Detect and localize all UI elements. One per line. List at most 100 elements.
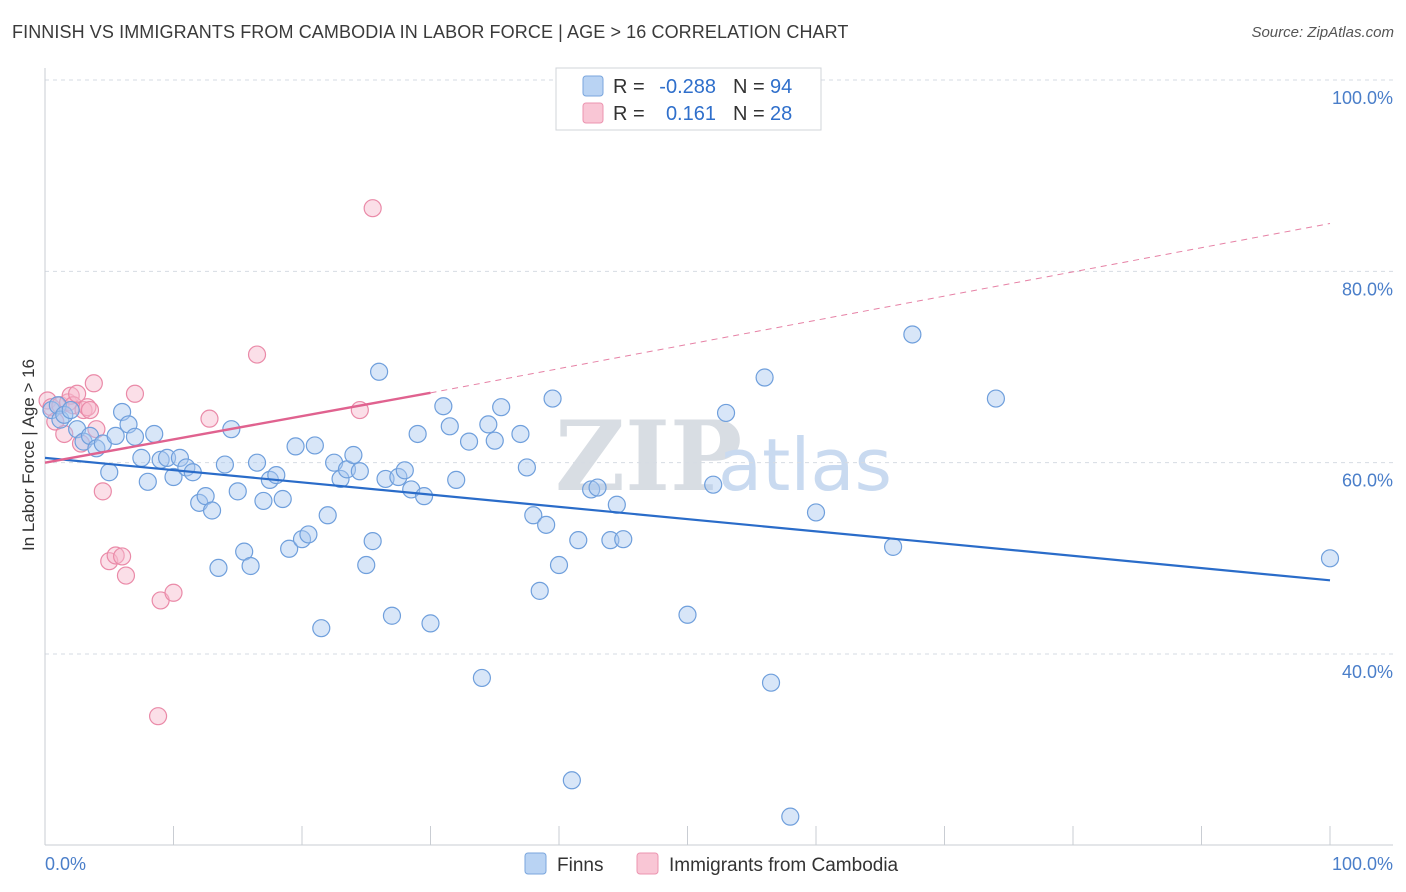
finns-point-11 xyxy=(106,426,125,445)
legend-r-label-finns: R = xyxy=(613,76,645,98)
finns-point-92 xyxy=(986,389,1006,408)
cambodia-point-23 xyxy=(164,583,183,602)
finns-point-65 xyxy=(472,668,491,688)
finns-point-80 xyxy=(601,531,620,550)
x-tick-label-0: 0.0% xyxy=(45,854,86,874)
cambodia-point-19 xyxy=(116,566,136,585)
finns-point-77 xyxy=(569,531,588,550)
watermark-atlas: atlas xyxy=(718,423,892,507)
trend-lines xyxy=(44,223,1331,582)
finns-point-90 xyxy=(883,537,903,556)
cambodia-trend-line xyxy=(44,391,431,464)
finns-point-58 xyxy=(408,424,427,444)
finns-point-43 xyxy=(312,619,331,638)
finns-point-76 xyxy=(562,771,581,790)
y-tick-label-3: 40.0% xyxy=(1342,662,1393,682)
finns-point-28 xyxy=(215,455,234,474)
finns-point-73 xyxy=(537,515,556,534)
series-legend-label-cambodia: Immigrants from Cambodia xyxy=(669,855,899,876)
finns-point-83 xyxy=(678,605,697,624)
finns-point-62 xyxy=(440,417,459,436)
x-tick-label-1: 100.0% xyxy=(1332,854,1393,874)
cambodia-point-25 xyxy=(247,345,267,364)
finns-point-30 xyxy=(228,482,247,501)
finns-point-86 xyxy=(755,368,774,387)
finns-point-56 xyxy=(395,461,414,480)
finns-point-85 xyxy=(716,403,736,423)
correlation-legend: R = -0.288 N = 94 R = 0.161 N = 28 xyxy=(555,67,822,131)
finns-point-88 xyxy=(781,807,800,826)
cambodia-point-22 xyxy=(148,707,168,726)
finns-point-15 xyxy=(132,448,151,467)
finns-point-79 xyxy=(588,478,607,497)
series-legend-label-finns: Finns xyxy=(557,855,603,876)
x-tick-labels: 0.0% 100.0% xyxy=(45,854,1393,874)
watermark-zip: ZIP xyxy=(555,400,742,513)
finns-point-74 xyxy=(543,389,562,408)
y-tick-labels: 100.0% 80.0% 60.0% 40.0% xyxy=(1332,88,1393,682)
legend-n-value-finns: 94 xyxy=(770,76,792,98)
finns-point-69 xyxy=(511,424,530,444)
cambodia-point-27 xyxy=(363,199,382,218)
cambodia-point-18 xyxy=(112,547,132,566)
finns-point-39 xyxy=(286,437,305,456)
finns-point-75 xyxy=(549,555,569,575)
finns-point-48 xyxy=(344,445,363,465)
legend-r-value-cambodia: 0.161 xyxy=(666,103,716,125)
cambodia-point-12 xyxy=(80,400,100,420)
legend-r-label-cambodia: R = xyxy=(613,103,645,125)
finns-point-89 xyxy=(806,503,826,522)
series-legend-swatch-finns xyxy=(524,852,547,875)
y-axis-title: In Labor Force | Age > 16 xyxy=(19,359,38,551)
finns-point-84 xyxy=(704,475,723,494)
finns-point-21 xyxy=(170,448,190,467)
finns-point-38 xyxy=(280,539,299,558)
finns-point-50 xyxy=(357,555,376,575)
series-legend: Finns Immigrants from Cambodia xyxy=(524,852,899,876)
chart-title: FINNISH VS IMMIGRANTS FROM CAMBODIA IN L… xyxy=(12,22,849,42)
finns-point-55 xyxy=(389,467,408,487)
finns-point-72 xyxy=(530,581,549,600)
finns-point-14 xyxy=(125,427,145,446)
finns-point-4 xyxy=(61,400,80,420)
finns-point-59 xyxy=(414,487,434,506)
legend-swatch-cambodia xyxy=(582,102,604,124)
y-tick-label-2: 60.0% xyxy=(1342,471,1393,491)
legend-n-value-cambodia: 28 xyxy=(770,103,792,125)
finns-point-44 xyxy=(318,506,337,525)
finns-point-82 xyxy=(614,530,633,549)
finns-point-64 xyxy=(459,432,479,451)
cambodia-point-24 xyxy=(200,409,219,428)
finns-point-46 xyxy=(331,469,350,489)
y-tick-label-0: 100.0% xyxy=(1332,88,1393,108)
finns-point-93 xyxy=(1320,549,1340,568)
finns-point-16 xyxy=(138,472,157,491)
finns-point-17 xyxy=(145,424,164,444)
finns-point-37 xyxy=(273,489,292,509)
axes xyxy=(44,68,1393,846)
cambodia-trend-extension xyxy=(430,223,1331,394)
cambodia-point-20 xyxy=(125,384,145,403)
finns-point-27 xyxy=(209,558,228,578)
cambodia-point-17 xyxy=(106,546,125,565)
cambodia-point-15 xyxy=(93,482,112,501)
finns-point-42 xyxy=(305,436,324,455)
finns-point-33 xyxy=(247,453,267,472)
finns-point-63 xyxy=(447,470,466,489)
finns-point-60 xyxy=(421,614,440,633)
finns-point-20 xyxy=(164,467,183,487)
legend-n-label-cambodia: N = xyxy=(733,103,765,125)
y-tick-label-1: 80.0% xyxy=(1342,279,1393,299)
series-legend-swatch-cambodia xyxy=(636,852,659,875)
finns-point-78 xyxy=(582,480,601,499)
finns-point-66 xyxy=(479,415,498,434)
cambodia-point-8 xyxy=(68,384,87,403)
legend-swatch-finns xyxy=(582,75,604,97)
finns-point-54 xyxy=(382,606,402,625)
finns-point-19 xyxy=(157,448,177,467)
cambodia-point-13 xyxy=(84,374,103,393)
series-finns-points xyxy=(42,325,1340,826)
finns-point-61 xyxy=(434,397,453,416)
finns-point-71 xyxy=(524,506,543,525)
